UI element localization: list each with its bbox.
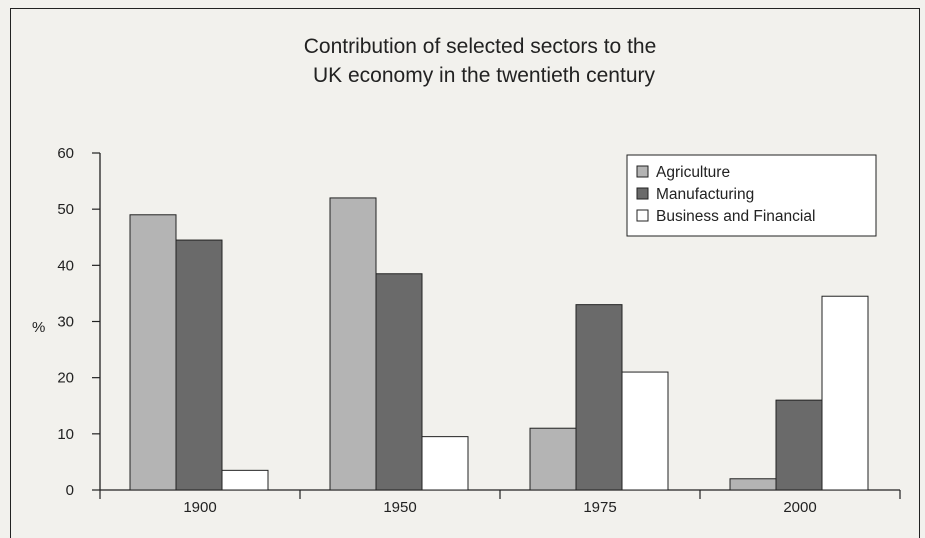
- legend-swatch: [636, 165, 649, 178]
- legend-swatch: [636, 209, 649, 222]
- y-tick-label: 0: [66, 482, 74, 499]
- bar: [175, 239, 223, 491]
- y-tick-label: 50: [57, 201, 74, 218]
- y-tick-label: 40: [57, 257, 74, 274]
- y-tick-label: 20: [57, 370, 74, 387]
- legend-label: Manufacturing: [656, 186, 754, 203]
- legend-swatch: [636, 187, 649, 200]
- chart-title-line-1: Contribution of selected sectors to the: [304, 35, 657, 58]
- bar: [775, 399, 823, 491]
- bar: [621, 371, 669, 491]
- x-tick-label: 1900: [183, 499, 216, 516]
- bar: [529, 427, 577, 491]
- bar: [221, 469, 269, 491]
- y-tick-label: 10: [57, 426, 74, 443]
- x-tick-label: 2000: [783, 499, 816, 516]
- x-tick-label: 1975: [583, 499, 616, 516]
- bar: [575, 304, 623, 491]
- bar: [329, 197, 377, 491]
- legend: Agriculture Manufacturing Business and Fin…: [626, 154, 877, 237]
- bar: [729, 478, 777, 491]
- bar: [129, 214, 177, 491]
- legend-label: Agriculture: [656, 164, 730, 181]
- y-tick-label: 30: [57, 314, 74, 331]
- bar: [821, 295, 869, 491]
- y-axis-label: %: [32, 319, 45, 336]
- legend-label: Business and Financial: [656, 208, 815, 225]
- legend-box: [626, 154, 877, 237]
- chart-frame: [10, 8, 920, 538]
- chart-title-line-2: UK economy in the twentieth century: [313, 64, 656, 87]
- y-tick-label: 60: [57, 145, 74, 162]
- x-tick-label: 1950: [383, 499, 416, 516]
- bar: [375, 273, 423, 491]
- bar: [421, 436, 469, 491]
